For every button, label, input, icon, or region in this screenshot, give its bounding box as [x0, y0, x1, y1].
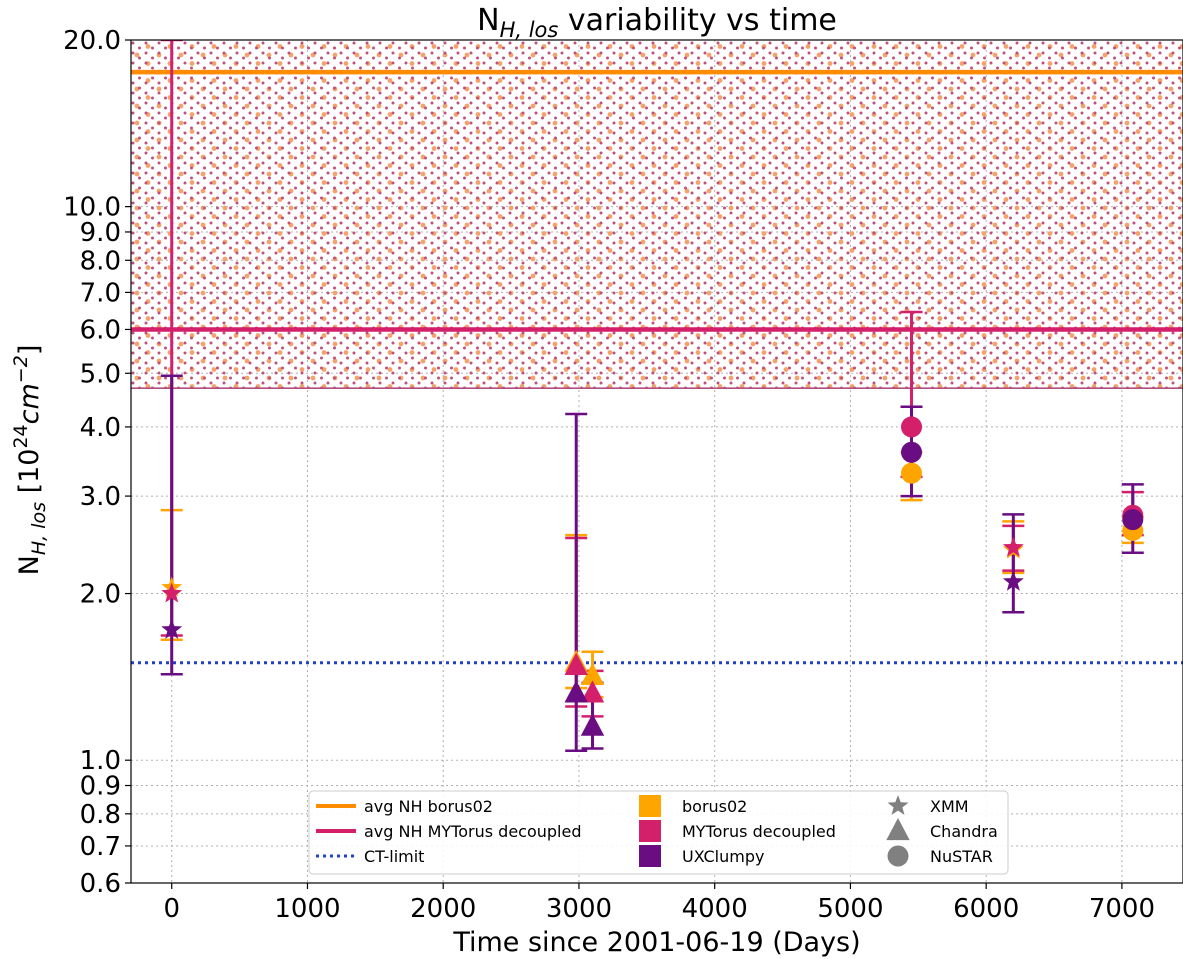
- x-tick-label: 4000: [682, 894, 748, 924]
- x-tick-label: 7000: [1089, 894, 1155, 924]
- data-point: [565, 653, 588, 675]
- legend-label: Chandra: [930, 822, 998, 841]
- legend-label: MYTorus decoupled: [682, 822, 836, 841]
- legend-label: avg NH borus02: [364, 797, 493, 816]
- shaded-region: [131, 40, 1183, 388]
- y-tick-label: 1.0: [80, 746, 121, 776]
- legend: avg NH borus02 avg NH MYTorus decoupled CT…: [309, 791, 1008, 874]
- x-tick-label: 3000: [546, 894, 612, 924]
- y-tick-label: 0.6: [80, 869, 121, 899]
- y-tick-label: 6.0: [80, 315, 121, 345]
- x-tick-label: 2000: [410, 894, 476, 924]
- x-axis-ticks: 0 1000 2000 3000 4000 5000 6000 7000: [163, 883, 1155, 924]
- y-axis-label: NH, los [1024cm−2]: [10, 345, 50, 576]
- legend-swatch: [888, 846, 909, 867]
- y-tick-label: 10.0: [63, 193, 121, 223]
- y-tick-label: 8.0: [80, 246, 121, 276]
- legend-label: avg NH MYTorus decoupled: [364, 822, 582, 841]
- y-tick-label: 20.0: [63, 26, 121, 56]
- data-point: [901, 463, 922, 484]
- legend-swatch: [639, 795, 661, 817]
- y-tick-label: 4.0: [80, 413, 121, 443]
- legend-swatch: [639, 845, 661, 867]
- data-markers: [161, 416, 1143, 735]
- legend-label: NuSTAR: [930, 847, 993, 866]
- x-tick-label: 0: [163, 894, 180, 924]
- y-tick-label: 0.7: [80, 832, 121, 862]
- legend-swatch: [639, 820, 661, 842]
- y-tick-label: 3.0: [80, 482, 121, 512]
- x-tick-label: 6000: [953, 894, 1019, 924]
- y-axis-ticks: 0.60.70.80.91.02.03.04.05.06.07.08.09.01…: [63, 26, 131, 899]
- data-point: [901, 442, 922, 463]
- x-axis-label: Time since 2001-06-19 (Days): [452, 927, 860, 958]
- data-point: [901, 416, 922, 437]
- x-tick-label: 5000: [817, 894, 883, 924]
- y-tick-label: 0.8: [80, 800, 121, 830]
- data-point: [1122, 509, 1143, 530]
- y-tick-label: 2.0: [80, 580, 121, 610]
- legend-label: UXClumpy: [682, 847, 764, 866]
- y-tick-label: 5.0: [80, 359, 121, 389]
- y-tick-label: 7.0: [80, 278, 121, 308]
- x-tick-label: 1000: [274, 894, 340, 924]
- legend-label: borus02: [682, 797, 747, 816]
- shaded-region-mytorus: [131, 40, 1183, 388]
- chart-title: NH, los variability vs time: [477, 3, 837, 42]
- legend-label: XMM: [930, 797, 969, 816]
- legend-label: CT-limit: [364, 847, 424, 866]
